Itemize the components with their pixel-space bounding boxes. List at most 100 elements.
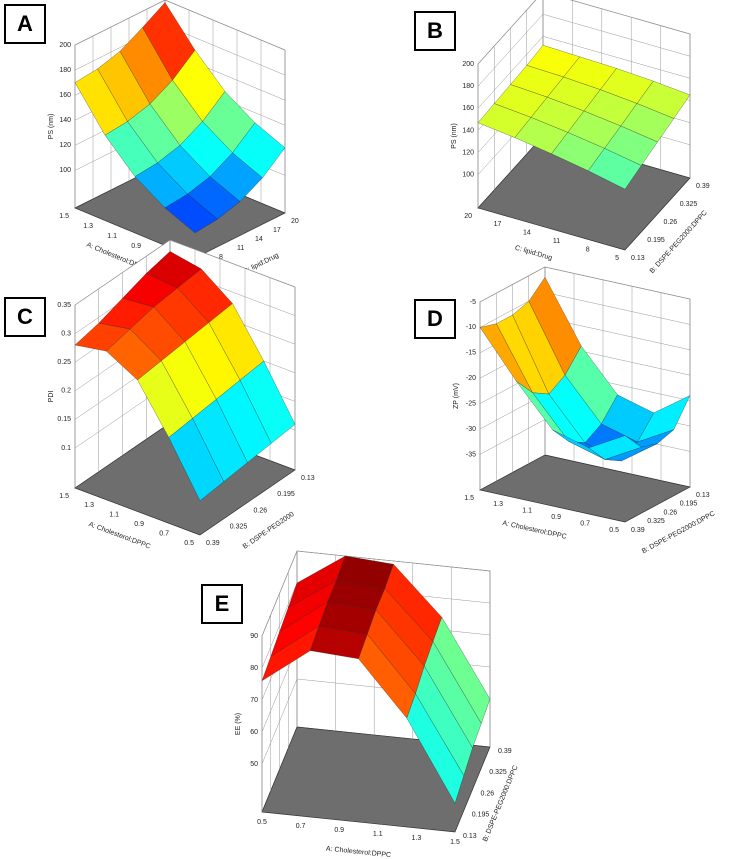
y-tick-label: 0.26: [664, 219, 678, 226]
x-axis-title: A: Cholesterol:DPPC: [326, 845, 392, 859]
y-tick-label: 0.195: [472, 812, 490, 819]
y-tick-label: 0.26: [664, 509, 678, 516]
y-axis-title: B: DSPE-PEG2000:DPPC: [641, 510, 716, 555]
panel-label: E: [215, 591, 230, 616]
x-tick-label: 1.3: [412, 835, 422, 842]
x-tick-label: 0.9: [551, 514, 561, 521]
x-tick-label: 0.7: [296, 823, 306, 830]
grid-line: [477, 0, 691, 65]
x-tick-label: 1.5: [464, 495, 474, 502]
x-axis-title: C: lipid:Drug: [514, 245, 553, 262]
panel-label: D: [427, 306, 443, 331]
z-tick-label: 0.35: [57, 302, 71, 309]
y-tick-label: 0.39: [696, 183, 710, 190]
y-tick-label: 20: [291, 218, 299, 225]
z-tick-label: 200: [59, 42, 71, 49]
panel-label-box: [414, 11, 456, 51]
z-tick-label: 100: [462, 172, 474, 179]
x-tick-label: 5: [615, 255, 619, 262]
z-tick-label: -30: [466, 426, 476, 433]
x-tick-label: 1.5: [59, 213, 69, 220]
z-tick-label: 0.3: [61, 330, 71, 337]
z-tick-label: -5: [470, 299, 476, 306]
y-tick-label: 0.195: [647, 237, 665, 244]
z-tick-label: 50: [250, 761, 258, 768]
panel-label-box: [4, 4, 46, 44]
z-tick-label: 180: [59, 67, 71, 74]
y-axis-title: B: DSPE-PEG2000: [242, 511, 296, 551]
y-tick-label: 0.325: [647, 518, 665, 525]
z-tick-label: 140: [462, 127, 474, 134]
panel-label: A: [17, 11, 33, 36]
x-tick-label: 14: [523, 230, 531, 237]
surface-patch: [168, 418, 225, 502]
z-axis-title: EE (%): [235, 713, 242, 735]
z-tick-label: 160: [59, 92, 71, 99]
x-tick-label: 1.1: [522, 508, 532, 515]
y-tick-label: 11: [237, 245, 244, 252]
z-tick-label: 0.2: [61, 388, 71, 395]
surface-patch: [406, 693, 465, 804]
z-tick-label: 200: [462, 61, 474, 68]
z-axis-title: ZP (mV): [453, 383, 460, 409]
y-tick-label: 17: [273, 227, 281, 234]
z-tick-label: 100: [59, 167, 71, 174]
z-tick-label: -10: [466, 324, 476, 331]
x-tick-label: 8: [586, 246, 590, 253]
surface-patch: [588, 435, 642, 460]
x-tick-label: 0.5: [257, 819, 267, 826]
z-axis-title: PS (nm): [451, 123, 458, 149]
x-tick-label: 20: [464, 213, 472, 220]
x-tick-label: 0.5: [609, 527, 619, 534]
x-tick-label: 0.9: [134, 521, 144, 528]
x-tick-label: 1.1: [109, 512, 119, 519]
y-tick-label: 14: [255, 236, 263, 243]
z-tick-label: 70: [250, 697, 258, 704]
x-tick-label: 0.7: [159, 530, 169, 537]
x-tick-label: 0.5: [184, 540, 194, 547]
z-tick-label: 160: [462, 105, 474, 112]
panel-label-box: [201, 584, 243, 624]
panel-label: C: [17, 304, 33, 329]
z-tick-label: 60: [250, 729, 258, 736]
z-tick-label: -20: [466, 375, 476, 382]
x-tick-label: 17: [494, 221, 502, 228]
y-tick-label: 0.325: [680, 201, 698, 208]
x-tick-label: 1.5: [450, 839, 460, 846]
z-tick-label: 90: [250, 633, 258, 640]
x-tick-label: 1.3: [83, 223, 93, 230]
x-axis-title: A: Cholesterol:DPPC: [502, 520, 567, 541]
x-tick-label: 1.3: [493, 501, 503, 508]
x-tick-label: 0.9: [131, 243, 141, 250]
y-tick-label: 0.195: [277, 491, 295, 498]
y-tick-label: 0.39: [631, 527, 645, 534]
surface-patch: [164, 193, 218, 234]
y-tick-label: 8: [219, 254, 223, 261]
panel-label-box: [414, 299, 456, 339]
z-tick-label: 80: [250, 665, 258, 672]
x-tick-label: 1.3: [84, 502, 94, 509]
z-tick-label: 180: [462, 83, 474, 90]
z-tick-label: 120: [462, 149, 474, 156]
z-tick-label: 0.1: [61, 445, 71, 452]
surface-patch: [587, 148, 642, 190]
z-tick-label: -25: [466, 400, 476, 407]
z-tick-label: -15: [466, 350, 476, 357]
x-tick-label: 1.5: [59, 493, 69, 500]
grid-line: [74, 0, 286, 51]
z-tick-label: 0.25: [57, 359, 71, 366]
z-tick-label: -35: [466, 451, 476, 458]
y-tick-label: 0.26: [254, 507, 268, 514]
x-tick-label: 0.9: [334, 827, 344, 834]
y-tick-label: 0.325: [489, 769, 507, 776]
y-tick-label: 0.13: [463, 833, 477, 840]
x-tick-label: 0.7: [580, 520, 590, 527]
z-tick-label: 120: [59, 142, 71, 149]
panel-label: B: [427, 18, 443, 43]
z-tick-label: 140: [59, 117, 71, 124]
y-tick-label: 0.39: [206, 540, 220, 547]
y-axis-title: B: DSPE-PEG2000:DPPC: [482, 765, 520, 843]
y-tick-label: 0.26: [481, 790, 495, 797]
